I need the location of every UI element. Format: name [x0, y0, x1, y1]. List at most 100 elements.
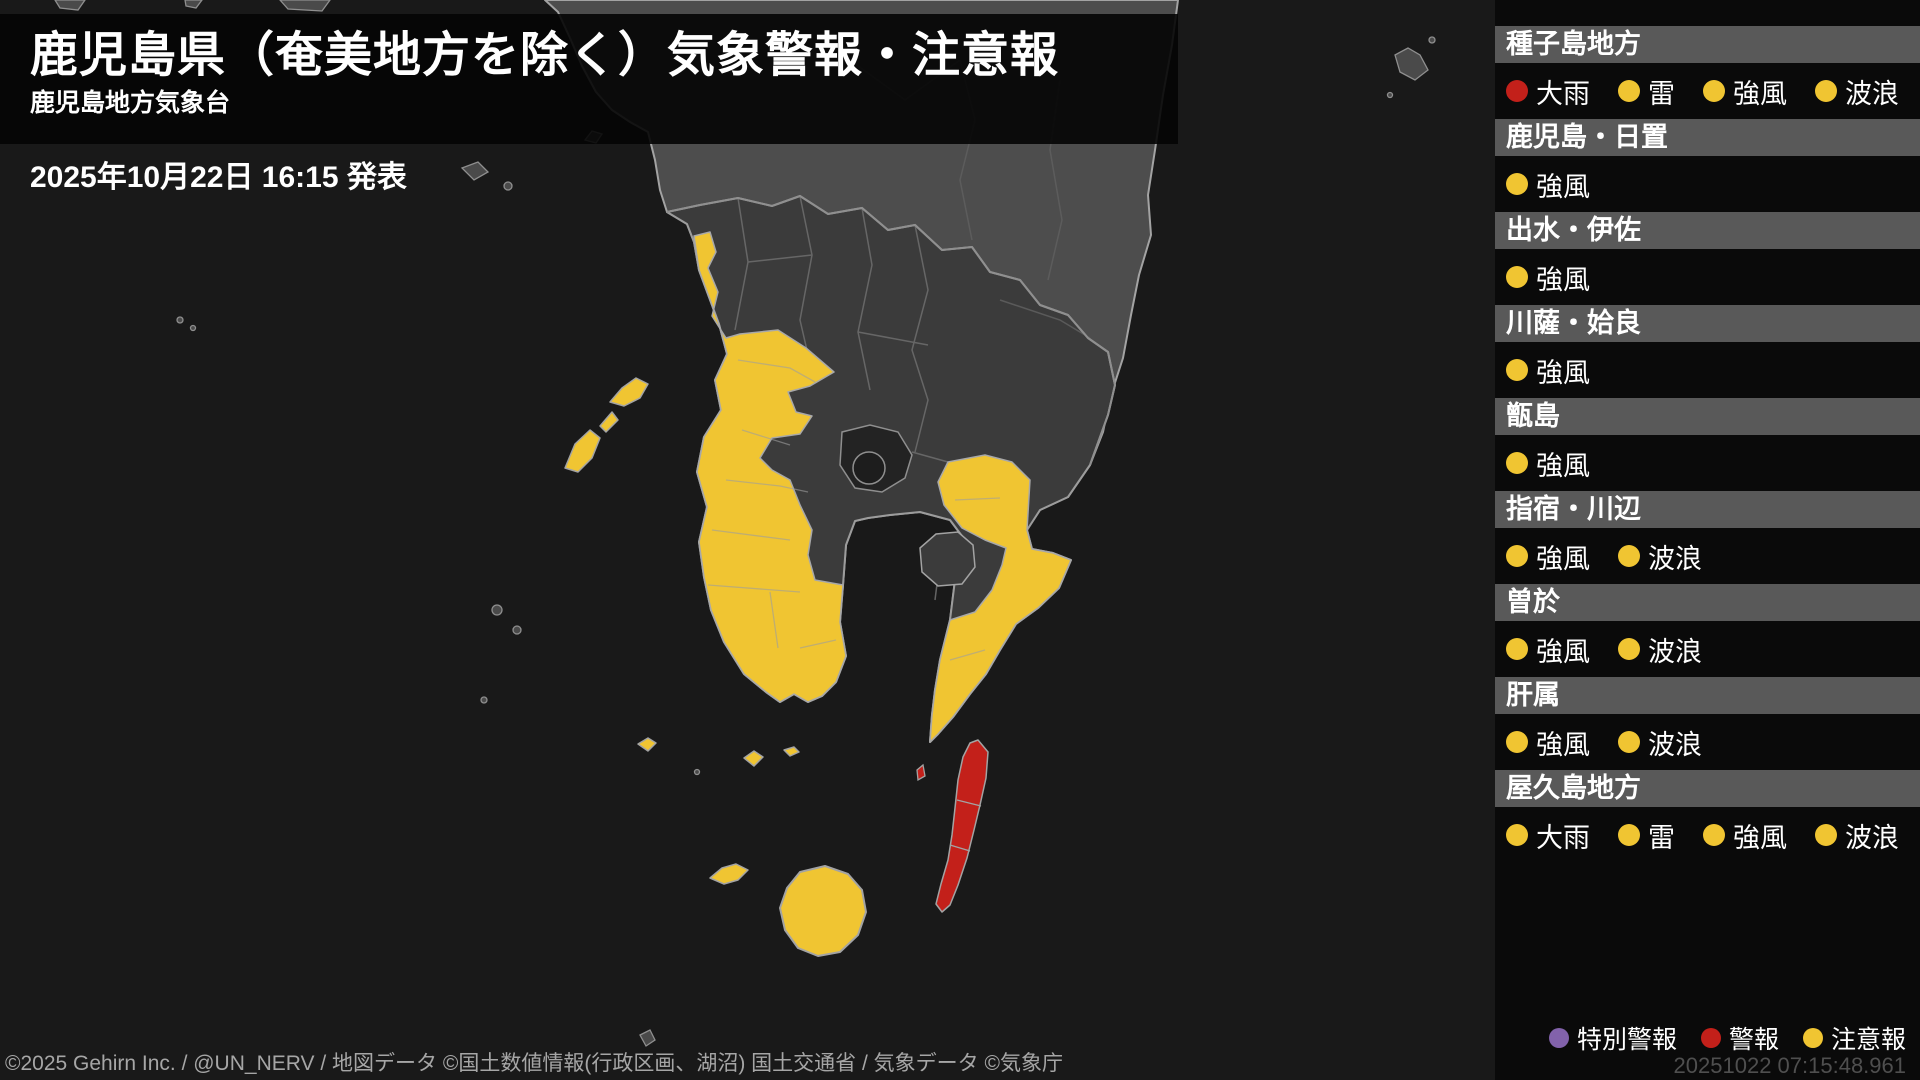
region-warnings: 大雨 雷 強風 波浪 [1495, 63, 1920, 119]
warning-item: 大雨 [1506, 816, 1590, 855]
region-name: 種子島地方 [1495, 26, 1920, 63]
issued-datetime: 2025年10月22日 16:15 発表 [30, 161, 407, 194]
warning-level-dot-icon [1618, 638, 1640, 660]
region-list: 種子島地方 大雨 雷 強風 波浪 鹿児島・日置 強風 出水・伊佐 強風 川薩・姶… [1495, 26, 1920, 863]
prefecture-border [666, 194, 1117, 466]
warning-sidebar: 種子島地方 大雨 雷 強風 波浪 鹿児島・日置 強風 出水・伊佐 強風 川薩・姶… [1495, 0, 1920, 1080]
render-timestamp: 20251022 07:15:48.961 [1673, 1053, 1906, 1078]
warning-item: 波浪 [1815, 72, 1899, 111]
region-block: 肝属 強風 波浪 [1495, 677, 1920, 770]
warning-item: 強風 [1703, 72, 1787, 111]
region-warnings: 強風 [1495, 249, 1920, 305]
map-island-sakurajima [919, 531, 976, 587]
crater-lake-outline [852, 451, 886, 485]
warning-level-dot-icon [1506, 80, 1528, 102]
warning-level-dot-icon [1506, 452, 1528, 474]
copyright-notice: ©2025 Gehirn Inc. / @UN_NERV / 地図データ ©国土… [5, 1052, 1063, 1075]
warning-level-dot-icon [1506, 266, 1528, 288]
warning-label: 注意報 [1830, 1026, 1906, 1054]
map-island-yakushima [779, 865, 867, 957]
warning-item: 強風 [1506, 537, 1590, 576]
warning-item: 雷 [1618, 816, 1675, 855]
warning-level-dot-icon [1506, 173, 1528, 195]
region-block: 屋久島地方 大雨 雷 強風 波浪 [1495, 770, 1920, 863]
warning-level-dot-icon [1700, 1028, 1721, 1048]
region-warnings: 強風 [1495, 435, 1920, 491]
warning-item: 注意報 [1802, 1020, 1906, 1056]
page-title: 鹿児島県（奄美地方を除く）気象警報・注意報 [30, 29, 1060, 82]
region-warnings: 強風 [1495, 342, 1920, 398]
warning-level-dot-icon [1703, 824, 1725, 846]
warning-level-dot-icon [1618, 545, 1640, 567]
region-block: 種子島地方 大雨 雷 強風 波浪 [1495, 26, 1920, 119]
region-block: 曽於 強風 波浪 [1495, 584, 1920, 677]
map-island-mageshima [916, 763, 926, 782]
warning-label: 強風 [1536, 264, 1590, 295]
warning-label: 強風 [1536, 636, 1590, 667]
warning-level-dot-icon [1815, 80, 1837, 102]
warning-level-dot-icon [1506, 638, 1528, 660]
map-islands-mishima [637, 737, 800, 885]
warning-label: 波浪 [1648, 636, 1702, 667]
warning-item: 強風 [1506, 351, 1590, 390]
region-name: 肝属 [1495, 677, 1920, 714]
warning-level-dot-icon [1703, 80, 1725, 102]
warning-label: 強風 [1733, 822, 1787, 853]
warning-item: 強風 [1506, 165, 1590, 204]
warning-item: 大雨 [1506, 72, 1590, 111]
warning-item: 特別警報 [1548, 1020, 1677, 1056]
warning-item: 雷 [1618, 72, 1675, 111]
warning-label: 警報 [1728, 1026, 1779, 1054]
warning-level-dot-icon [1815, 824, 1837, 846]
map-advisory-osumi [929, 454, 1072, 743]
warning-level-dot-icon [1548, 1028, 1569, 1048]
warning-label: 波浪 [1648, 729, 1702, 760]
warning-label: 波浪 [1845, 822, 1899, 853]
warning-label: 強風 [1536, 543, 1590, 574]
warning-item: 強風 [1703, 816, 1787, 855]
warning-level-dot-icon [1618, 824, 1640, 846]
title-box: 鹿児島県（奄美地方を除く）気象警報・注意報 鹿児島地方気象台 [0, 14, 1178, 144]
warning-item: 強風 [1506, 444, 1590, 483]
warning-item: 波浪 [1815, 816, 1899, 855]
region-block: 鹿児島・日置 強風 [1495, 119, 1920, 212]
warning-label: 強風 [1536, 171, 1590, 202]
warning-label: 強風 [1536, 729, 1590, 760]
region-block: 川薩・姶良 強風 [1495, 305, 1920, 398]
warning-level-dot-icon [1802, 1028, 1823, 1048]
warning-label: 雷 [1648, 78, 1675, 109]
warning-item: 強風 [1506, 723, 1590, 762]
region-name: 川薩・姶良 [1495, 305, 1920, 342]
region-warnings: 強風 [1495, 156, 1920, 212]
warning-level-dot-icon [1618, 80, 1640, 102]
tanegashima-municipal-borders [949, 799, 982, 852]
map-advisory-satsuma [693, 231, 847, 703]
warning-level-dot-icon [1618, 731, 1640, 753]
warning-label: 波浪 [1845, 78, 1899, 109]
region-block: 指宿・川辺 強風 波浪 [1495, 491, 1920, 584]
warning-item: 警報 [1700, 1020, 1779, 1056]
municipal-borders-advisory [707, 359, 1001, 661]
map-islands-koshikijima [564, 377, 649, 473]
warning-label: 雷 [1648, 822, 1675, 853]
warning-label: 強風 [1733, 78, 1787, 109]
region-warnings: 強風 波浪 [1495, 528, 1920, 584]
warning-item: 強風 [1506, 258, 1590, 297]
region-name: 指宿・川辺 [1495, 491, 1920, 528]
warning-label: 特別警報 [1576, 1026, 1677, 1054]
warning-item: 波浪 [1618, 630, 1702, 669]
region-name: 曽於 [1495, 584, 1920, 621]
warning-label: 強風 [1536, 450, 1590, 481]
warning-label: 大雨 [1536, 822, 1590, 853]
region-name: 屋久島地方 [1495, 770, 1920, 807]
region-warnings: 強風 波浪 [1495, 714, 1920, 770]
warning-item: 波浪 [1618, 723, 1702, 762]
region-warnings: 大雨 雷 強風 波浪 [1495, 807, 1920, 863]
warning-label: 大雨 [1536, 78, 1590, 109]
region-name: 鹿児島・日置 [1495, 119, 1920, 156]
warning-level-dot-icon [1506, 731, 1528, 753]
region-block: 出水・伊佐 強風 [1495, 212, 1920, 305]
warning-level-dot-icon [1506, 545, 1528, 567]
region-block: 甑島 強風 [1495, 398, 1920, 491]
